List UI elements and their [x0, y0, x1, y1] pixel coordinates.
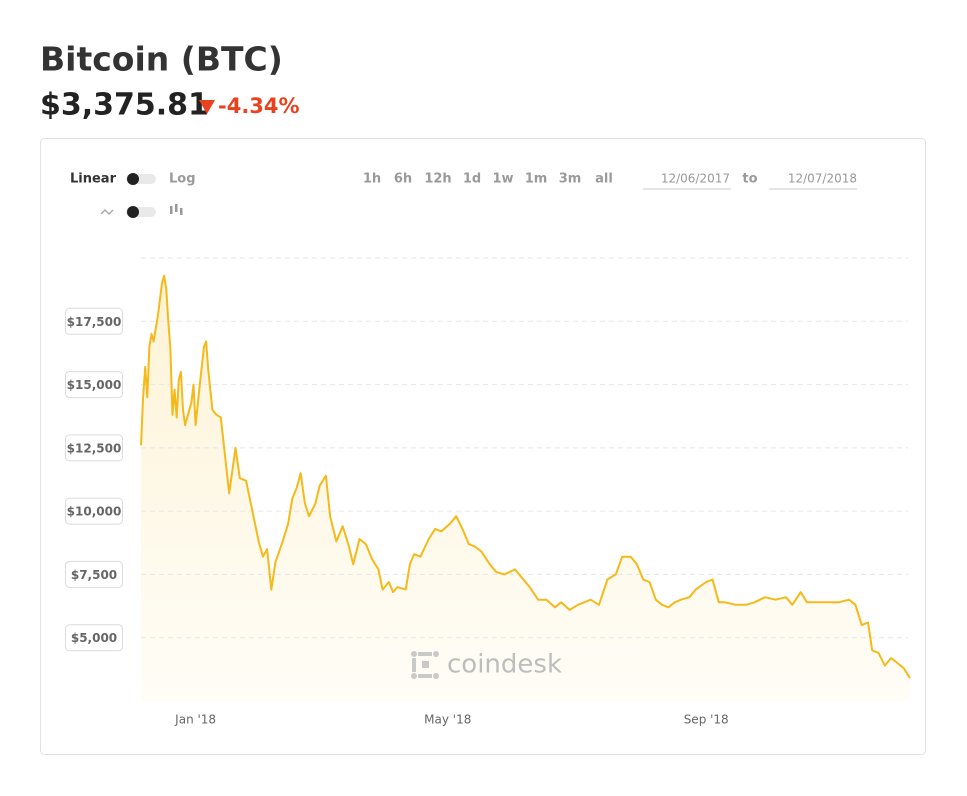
y-tick-pill	[65, 371, 123, 399]
toggle-knob	[127, 173, 139, 185]
x-tick-label: Jan '18	[174, 713, 216, 727]
x-tick-label: May '18	[424, 713, 471, 727]
y-tick-label: $7,500	[71, 568, 117, 582]
price-line	[140, 274, 911, 679]
area-fill	[141, 275, 910, 701]
y-tick-pill	[65, 624, 123, 652]
range-button[interactable]: 1d	[463, 172, 481, 187]
toggle-knob	[127, 206, 139, 218]
price-change: -4.34%	[218, 94, 300, 118]
x-tick-label: Sep '18	[684, 713, 729, 727]
y-tick-label: $5,000	[71, 631, 117, 645]
line-icon[interactable]	[100, 208, 114, 216]
y-tick-label: $10,000	[67, 505, 122, 519]
y-tick-pill	[65, 434, 123, 462]
candle-icon[interactable]	[170, 204, 183, 215]
linear-option[interactable]: Linear	[70, 172, 117, 187]
range-button[interactable]: 12h	[424, 172, 451, 187]
title: Bitcoin (BTC)	[40, 40, 283, 79]
log-option[interactable]: Log	[169, 172, 196, 187]
range-button[interactable]: 1w	[492, 172, 513, 187]
y-tick-pill	[65, 560, 123, 588]
y-tick-pill	[65, 307, 123, 335]
y-tick-label: $17,500	[67, 315, 122, 329]
down-arrow	[199, 100, 215, 114]
range-button[interactable]: 1h	[363, 172, 381, 187]
date-to[interactable]: 12/07/2018	[788, 172, 857, 186]
date-from[interactable]: 12/06/2017	[661, 172, 730, 186]
range-button[interactable]: all	[595, 172, 613, 187]
range-button[interactable]: 3m	[559, 172, 582, 187]
date-separator: to	[742, 172, 757, 187]
range-button[interactable]: 6h	[394, 172, 412, 187]
watermark-icon	[411, 651, 439, 679]
watermark: coindesk	[447, 650, 562, 680]
y-tick-label: $12,500	[67, 441, 122, 455]
range-button[interactable]: 1m	[525, 172, 548, 187]
y-tick-pill	[65, 497, 123, 525]
price: $3,375.81	[40, 88, 209, 123]
y-tick-label: $15,000	[67, 378, 122, 392]
